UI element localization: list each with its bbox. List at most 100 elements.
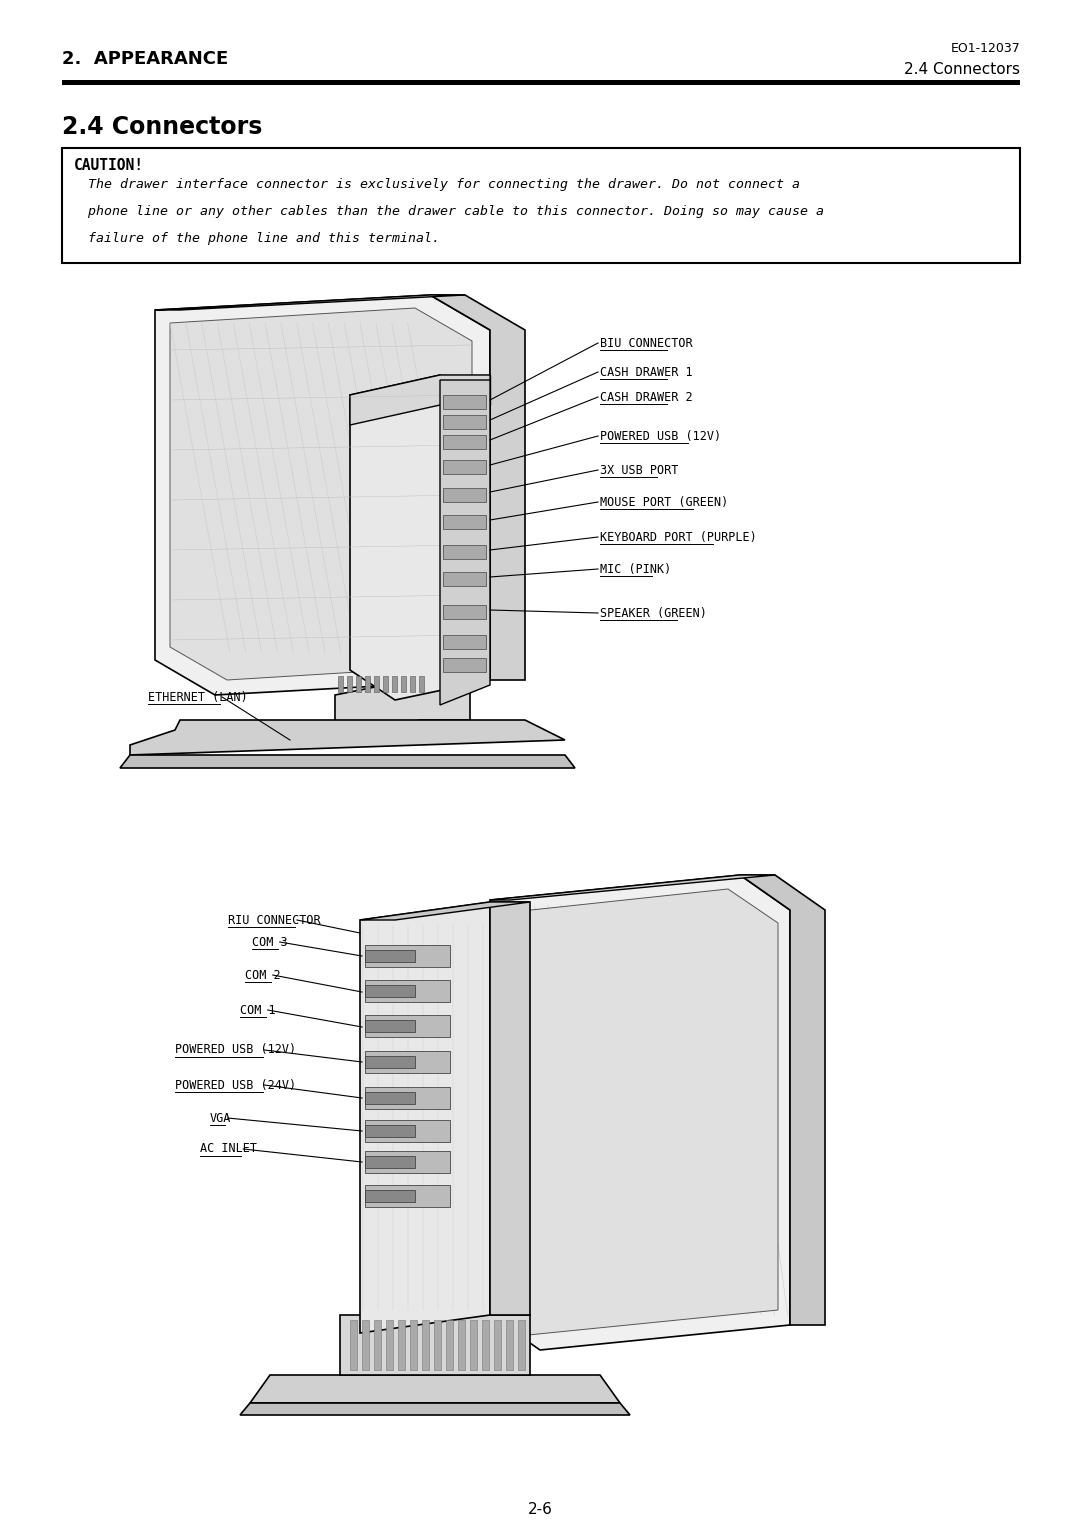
Polygon shape <box>360 902 530 920</box>
Text: KEYBOARD PORT (PURPLE): KEYBOARD PORT (PURPLE) <box>600 530 757 544</box>
Polygon shape <box>365 675 370 692</box>
Polygon shape <box>374 1320 381 1371</box>
Polygon shape <box>360 902 490 1332</box>
Polygon shape <box>350 374 490 425</box>
Text: 2.4 Connectors: 2.4 Connectors <box>904 63 1020 76</box>
Text: CAUTION!: CAUTION! <box>75 157 144 173</box>
Polygon shape <box>443 571 486 587</box>
Polygon shape <box>365 1093 415 1105</box>
Polygon shape <box>490 876 775 900</box>
Text: The drawer interface connector is exclusively for connecting the drawer. Do not : The drawer interface connector is exclus… <box>72 177 800 191</box>
Text: EO1-12037: EO1-12037 <box>950 41 1020 55</box>
Text: COM 3: COM 3 <box>252 935 287 949</box>
Polygon shape <box>156 295 490 695</box>
Polygon shape <box>443 460 486 474</box>
Polygon shape <box>365 979 450 1002</box>
Polygon shape <box>507 1320 513 1371</box>
Polygon shape <box>410 675 415 692</box>
Polygon shape <box>419 675 424 692</box>
Text: AC INLET: AC INLET <box>200 1143 257 1155</box>
Polygon shape <box>443 396 486 410</box>
Text: BIU CONNECTOR: BIU CONNECTOR <box>600 336 692 350</box>
Text: phone line or any other cables than the drawer cable to this connector. Doing so: phone line or any other cables than the … <box>72 205 824 219</box>
Polygon shape <box>356 675 361 692</box>
Polygon shape <box>350 1320 357 1371</box>
Polygon shape <box>410 1320 417 1371</box>
Text: 2-6: 2-6 <box>527 1502 553 1517</box>
Polygon shape <box>434 1320 441 1371</box>
Text: MIC (PINK): MIC (PINK) <box>600 562 672 576</box>
Polygon shape <box>443 545 486 559</box>
Text: SPEAKER (GREEN): SPEAKER (GREEN) <box>600 607 707 619</box>
Text: CASH DRAWER 1: CASH DRAWER 1 <box>600 365 692 379</box>
Polygon shape <box>503 889 778 1335</box>
Polygon shape <box>443 515 486 529</box>
Polygon shape <box>443 605 486 619</box>
Polygon shape <box>443 636 486 649</box>
Polygon shape <box>338 675 343 692</box>
Polygon shape <box>440 374 490 405</box>
Text: ETHERNET (LAN): ETHERNET (LAN) <box>148 691 247 703</box>
Polygon shape <box>443 487 486 503</box>
Polygon shape <box>365 1190 415 1203</box>
Text: 3X USB PORT: 3X USB PORT <box>600 463 678 477</box>
Polygon shape <box>365 986 415 996</box>
Polygon shape <box>482 1320 489 1371</box>
Polygon shape <box>443 435 486 449</box>
Polygon shape <box>443 659 486 672</box>
Text: failure of the phone line and this terminal.: failure of the phone line and this termi… <box>72 232 440 244</box>
Text: MOUSE PORT (GREEN): MOUSE PORT (GREEN) <box>600 495 728 509</box>
Polygon shape <box>365 1051 450 1073</box>
Polygon shape <box>365 1125 415 1137</box>
Polygon shape <box>458 1320 465 1371</box>
Text: 2.  APPEARANCE: 2. APPEARANCE <box>62 50 228 69</box>
Polygon shape <box>392 675 397 692</box>
Text: COM 1: COM 1 <box>240 1004 275 1016</box>
Text: VGA: VGA <box>210 1111 231 1125</box>
Polygon shape <box>120 755 575 769</box>
Polygon shape <box>365 1086 450 1109</box>
Polygon shape <box>240 1403 630 1415</box>
Polygon shape <box>347 675 352 692</box>
Text: RIU CONNECTOR: RIU CONNECTOR <box>228 914 321 926</box>
Polygon shape <box>365 944 450 967</box>
Polygon shape <box>490 876 789 1351</box>
Text: 2.4 Connectors: 2.4 Connectors <box>62 115 262 139</box>
Text: POWERED USB (24V): POWERED USB (24V) <box>175 1079 296 1091</box>
Polygon shape <box>365 950 415 963</box>
Polygon shape <box>386 1320 393 1371</box>
Polygon shape <box>365 1021 415 1031</box>
Polygon shape <box>518 1320 525 1371</box>
Text: COM 2: COM 2 <box>245 969 281 981</box>
Polygon shape <box>740 876 825 1325</box>
Polygon shape <box>365 1120 450 1141</box>
Polygon shape <box>130 720 565 755</box>
Polygon shape <box>443 416 486 429</box>
Polygon shape <box>365 1157 415 1167</box>
Polygon shape <box>170 309 472 680</box>
Polygon shape <box>365 1151 450 1174</box>
Polygon shape <box>249 1375 620 1403</box>
FancyBboxPatch shape <box>62 148 1020 263</box>
Polygon shape <box>401 675 406 692</box>
Polygon shape <box>340 1316 530 1375</box>
Polygon shape <box>440 380 490 704</box>
Polygon shape <box>365 1056 415 1068</box>
Text: CASH DRAWER 2: CASH DRAWER 2 <box>600 391 692 403</box>
Bar <box>62 79 1020 86</box>
Polygon shape <box>490 902 530 1316</box>
Polygon shape <box>446 1320 453 1371</box>
Polygon shape <box>335 678 470 738</box>
Polygon shape <box>362 1320 369 1371</box>
Polygon shape <box>365 1186 450 1207</box>
Text: POWERED USB (12V): POWERED USB (12V) <box>600 429 721 443</box>
Polygon shape <box>156 295 465 310</box>
Polygon shape <box>430 295 525 680</box>
Polygon shape <box>494 1320 501 1371</box>
Polygon shape <box>422 1320 429 1371</box>
Polygon shape <box>470 1320 477 1371</box>
Polygon shape <box>383 675 388 692</box>
Text: POWERED USB (12V): POWERED USB (12V) <box>175 1044 296 1056</box>
Polygon shape <box>374 675 379 692</box>
Polygon shape <box>350 374 490 700</box>
